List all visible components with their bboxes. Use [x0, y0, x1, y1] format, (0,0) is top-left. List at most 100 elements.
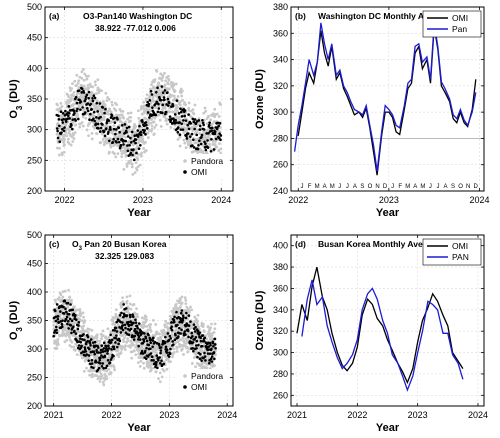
omi-point: [182, 119, 185, 122]
pandora-point: [180, 89, 184, 93]
omi-point: [116, 137, 120, 141]
omi-point: [103, 349, 107, 353]
omi-point: [64, 120, 68, 123]
pandora-point: [67, 288, 70, 292]
omi-point: [161, 91, 165, 94]
x-tick-label: 2022: [102, 410, 122, 420]
pandora-point: [101, 381, 105, 384]
pandora-point: [181, 98, 185, 102]
omi-point: [68, 317, 72, 321]
pandora-point: [184, 302, 188, 306]
omi-point: [99, 126, 103, 130]
omi-point: [198, 357, 202, 361]
pandora-point: [213, 142, 217, 146]
omi-point: [70, 331, 73, 335]
omi-point: [176, 130, 180, 134]
omi-point: [69, 303, 72, 306]
omi-point: [110, 348, 113, 351]
pandora-point: [66, 305, 70, 309]
pandora-point: [121, 146, 124, 149]
pandora-point: [165, 122, 169, 126]
pandora-point: [75, 83, 78, 87]
omi-point: [83, 346, 87, 349]
legend-box: [422, 238, 482, 266]
pandora-point: [172, 110, 176, 114]
omi-point: [101, 350, 105, 353]
omi-point: [141, 352, 145, 355]
pandora-point: [106, 125, 109, 129]
omi-point: [93, 119, 96, 123]
omi-point: [101, 362, 104, 365]
pandora-point: [77, 79, 81, 83]
panel-label: (b): [295, 11, 306, 21]
omi-point: [151, 106, 154, 109]
omi-point: [79, 340, 83, 344]
pandora-point: [172, 94, 176, 98]
pandora-point: [184, 298, 188, 302]
pandora-point: [161, 74, 165, 77]
omi-point: [150, 93, 154, 96]
month-letter: F: [398, 184, 402, 190]
omi-point: [102, 347, 106, 350]
pandora-point: [183, 341, 186, 344]
pandora-point: [196, 319, 200, 323]
pandora-point: [67, 137, 70, 141]
omi-point: [202, 356, 205, 360]
omi-point: [123, 323, 127, 327]
pandora-point: [195, 130, 198, 134]
omi-point: [201, 334, 205, 337]
y-axis-label-rest: (DU): [8, 79, 20, 106]
omi-point: [120, 311, 123, 315]
pandora-point: [176, 138, 180, 141]
omi-point: [117, 126, 121, 130]
omi-point: [192, 138, 195, 142]
omi-point: [57, 321, 61, 324]
pandora-point: [201, 149, 205, 153]
omi-point: [116, 117, 119, 121]
omi-point: [52, 334, 55, 338]
omi-point: [140, 349, 144, 353]
omi-point: [149, 352, 153, 355]
omi-point: [100, 364, 104, 368]
pandora-point: [155, 351, 159, 355]
omi-point: [127, 333, 131, 337]
omi-point: [103, 134, 107, 138]
omi-point: [127, 125, 131, 129]
month-letter: A: [323, 184, 327, 190]
pandora-point: [126, 339, 130, 343]
month-letter: J: [391, 184, 394, 190]
pandora-point: [70, 87, 73, 90]
omi-point: [72, 325, 75, 329]
omi-point: [76, 117, 80, 121]
pandora-point: [107, 97, 111, 101]
omi-point: [159, 98, 163, 102]
omi-point: [105, 364, 109, 368]
pandora-point: [105, 377, 109, 380]
omi-point: [96, 346, 100, 349]
pandora-point: [190, 308, 194, 312]
pandora-point: [61, 295, 65, 299]
pandora-point: [145, 97, 149, 101]
omi-point: [113, 329, 117, 332]
pandora-point: [52, 323, 56, 327]
pandora-point: [109, 145, 113, 149]
omi-point: [58, 124, 61, 128]
y-tick-label: 380: [273, 262, 288, 272]
y-tick-label: 350: [27, 316, 42, 326]
pandora-point: [106, 327, 110, 331]
omi-point: [200, 135, 203, 139]
omi-point: [108, 125, 112, 129]
y-tick-label: 260: [273, 160, 288, 170]
month-letter: A: [353, 184, 357, 190]
omi-point: [173, 315, 176, 319]
omi-point: [81, 106, 84, 109]
omi-point: [131, 153, 134, 157]
omi-point: [115, 320, 118, 324]
pandora-point: [147, 122, 151, 126]
pandora-point: [174, 328, 178, 332]
omi-point: [191, 346, 195, 350]
omi-point: [100, 354, 103, 357]
pandora-point: [141, 137, 145, 141]
pandora-point: [126, 117, 130, 121]
